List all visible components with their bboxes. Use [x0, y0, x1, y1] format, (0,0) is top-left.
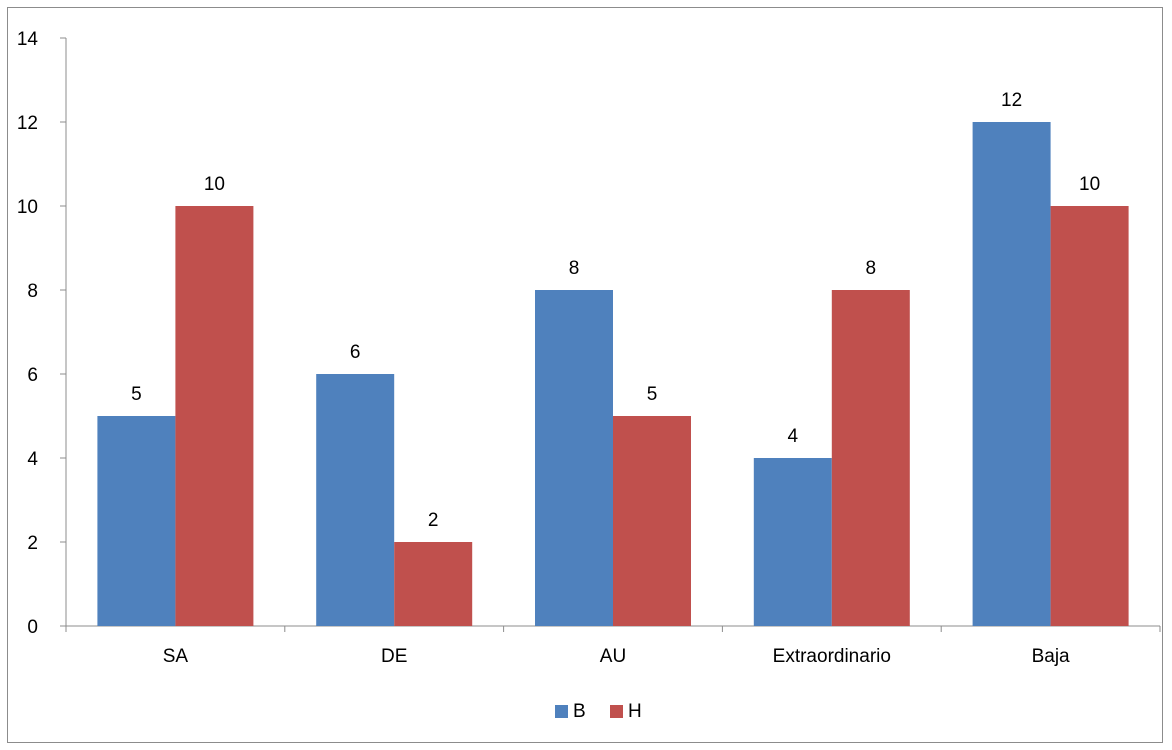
bar-b [972, 122, 1051, 626]
data-label: 2 [428, 510, 439, 531]
legend-label-b: B [573, 701, 586, 722]
y-tick-label: 12 [17, 113, 38, 134]
bar-b [535, 290, 613, 626]
y-tick-label: 14 [17, 29, 39, 50]
legend-label-h: H [628, 701, 642, 722]
data-label: 10 [204, 174, 225, 195]
x-category-label: Extraordinario [773, 646, 891, 667]
data-label: 12 [1001, 90, 1022, 111]
data-label: 4 [788, 426, 799, 447]
bar-h [175, 206, 254, 626]
chart-data-labels: 5 10 6 2 8 5 4 8 12 10 [131, 90, 1100, 531]
x-category-label: DE [381, 646, 407, 667]
data-label: 10 [1079, 174, 1100, 195]
y-tick-label: 4 [27, 449, 38, 470]
y-tick-label: 0 [27, 617, 38, 638]
bar-h [613, 416, 691, 626]
legend-swatch-b [555, 705, 568, 718]
bar-h [1050, 206, 1129, 626]
chart-bars [97, 122, 1129, 626]
data-label: 5 [131, 384, 142, 405]
data-label: 8 [866, 258, 877, 279]
y-tick-label: 8 [27, 281, 38, 302]
bar-h [831, 290, 910, 626]
bar-h [394, 542, 473, 626]
y-tick-label: 6 [27, 365, 38, 386]
bar-b [316, 374, 395, 626]
y-tick-label: 2 [27, 533, 38, 554]
data-label: 6 [350, 342, 361, 363]
legend-swatch-h [610, 705, 623, 718]
x-category-label: SA [163, 646, 189, 667]
data-label: 8 [569, 258, 580, 279]
data-label: 5 [647, 384, 658, 405]
x-category-label: Baja [1032, 646, 1070, 667]
bar-b [753, 458, 832, 626]
y-tick-label: 10 [17, 197, 38, 218]
bar-b [97, 416, 176, 626]
x-category-label: AU [600, 646, 626, 667]
